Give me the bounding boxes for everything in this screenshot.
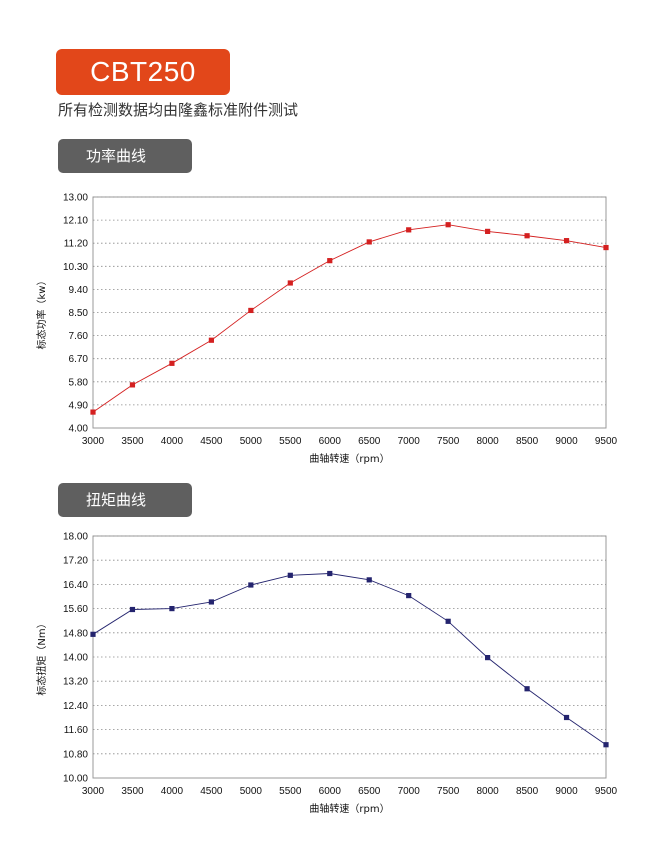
torque-curve-label: 扭矩曲线 <box>58 483 192 517</box>
data-point <box>563 714 570 721</box>
page-subtitle: 所有检测数据均由隆鑫标准附件测试 <box>58 101 299 119</box>
x-axis-title: 曲轴转速（rpm） <box>309 802 389 815</box>
x-tick-label: 4000 <box>161 436 184 447</box>
y-tick-label: 10.30 <box>63 262 88 273</box>
data-point <box>524 233 530 239</box>
x-tick-label: 6500 <box>358 786 381 797</box>
y-tick-label: 16.40 <box>63 580 88 591</box>
x-tick-label: 5500 <box>279 786 302 797</box>
data-point <box>327 570 333 577</box>
x-tick-label: 5500 <box>279 436 302 447</box>
y-tick-label: 12.10 <box>63 216 88 227</box>
y-tick-label: 10.00 <box>63 774 88 785</box>
data-point <box>485 655 491 661</box>
data-point <box>603 244 609 251</box>
y-tick-label: 14.80 <box>63 628 88 639</box>
x-axis-title: 曲轴转速（rpm） <box>309 452 389 465</box>
data-point <box>366 577 372 583</box>
x-tick-label: 4000 <box>161 786 184 797</box>
x-tick-label: 7500 <box>437 786 460 797</box>
x-tick-label: 9000 <box>555 786 578 797</box>
x-tick-label: 3000 <box>82 436 105 447</box>
y-tick-label: 11.60 <box>64 725 89 736</box>
data-point <box>485 228 491 234</box>
x-tick-label: 3500 <box>121 786 144 797</box>
data-point <box>406 227 412 233</box>
x-tick-label: 9500 <box>595 436 618 447</box>
data-point <box>208 337 214 343</box>
x-tick-label: 8000 <box>476 436 499 447</box>
power-curve-label: 功率曲线 <box>58 139 192 173</box>
data-point <box>366 239 372 245</box>
x-tick-label: 9500 <box>595 786 618 797</box>
torque-chart: 10.00 10.80 11.60 12.40 13.20 14.00 14.80 15.60… <box>35 532 618 816</box>
data-point <box>169 606 175 612</box>
data-point <box>406 592 412 599</box>
y-tick-label: 14.00 <box>63 653 88 664</box>
x-tick-label: 9000 <box>555 436 578 447</box>
data-point <box>603 742 609 748</box>
y-tick-label: 12.40 <box>63 701 88 712</box>
model-badge: CBT250 <box>56 49 230 95</box>
data-point <box>90 631 96 637</box>
data-point <box>129 382 136 388</box>
x-tick-label: 8000 <box>476 786 499 797</box>
x-tick-label: 4500 <box>200 786 223 797</box>
data-point <box>287 572 293 578</box>
x-tick-label: 6500 <box>358 436 381 447</box>
data-point <box>445 222 451 228</box>
data-point <box>287 280 293 286</box>
y-tick-label: 7.60 <box>69 331 89 342</box>
y-tick-label: 6.70 <box>69 354 89 365</box>
y-tick-label: 5.80 <box>69 377 89 388</box>
y-axis-title: 标态功率（kw） <box>35 276 48 350</box>
series-line <box>92 224 607 413</box>
data-point <box>248 582 254 588</box>
data-point <box>524 686 530 692</box>
y-tick-label: 4.00 <box>69 424 89 435</box>
power-chart: 4.00 4.90 5.80 6.70 7.60 8.50 9.40 10.30 11.20 12… <box>35 193 618 466</box>
y-tick-label: 8.50 <box>69 308 89 319</box>
x-tick-label: 3500 <box>121 436 144 447</box>
x-tick-label: 5000 <box>240 436 263 447</box>
x-tick-label: 6000 <box>319 786 342 797</box>
y-tick-label: 4.90 <box>69 400 89 411</box>
x-tick-label: 8500 <box>516 786 539 797</box>
y-tick-label: 18.00 <box>63 532 88 543</box>
x-tick-label: 4500 <box>200 436 223 447</box>
y-tick-label: 11.20 <box>64 239 89 250</box>
data-point <box>169 360 175 366</box>
data-point <box>327 258 333 264</box>
x-tick-label: 7000 <box>398 436 421 447</box>
series-line <box>92 573 607 746</box>
y-tick-label: 13.00 <box>63 193 88 204</box>
x-tick-label: 8500 <box>516 436 539 447</box>
x-tick-label: 7500 <box>437 436 460 447</box>
data-point <box>90 409 96 415</box>
y-tick-label: 10.80 <box>63 749 88 760</box>
data-point <box>445 618 451 624</box>
y-tick-label: 9.40 <box>69 285 89 296</box>
x-tick-label: 3000 <box>82 786 105 797</box>
data-point <box>129 606 136 613</box>
data-point <box>208 599 214 605</box>
y-axis-title: 标态扭矩（Nm） <box>35 618 48 695</box>
y-tick-label: 17.20 <box>63 556 88 567</box>
y-tick-label: 15.60 <box>63 604 88 615</box>
x-tick-label: 5000 <box>240 786 263 797</box>
x-tick-label: 7000 <box>398 786 421 797</box>
data-point <box>563 238 570 244</box>
data-point <box>248 307 254 314</box>
x-tick-label: 6000 <box>319 436 342 447</box>
y-tick-label: 13.20 <box>63 677 88 688</box>
